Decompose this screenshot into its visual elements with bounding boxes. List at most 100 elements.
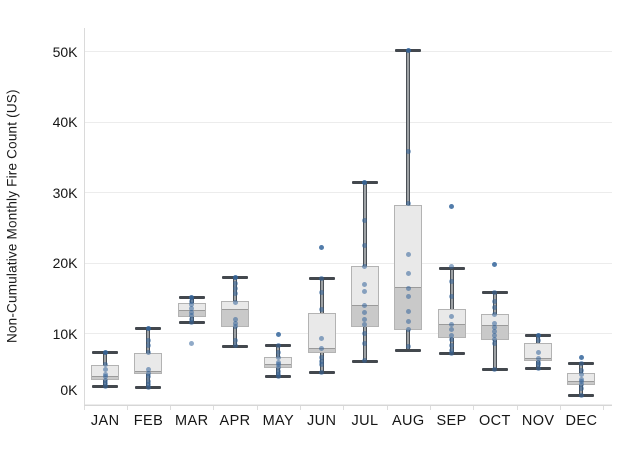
data-point-SEP[interactable] — [449, 348, 455, 354]
data-point-JUN[interactable] — [319, 358, 325, 364]
data-point-JUN[interactable] — [319, 275, 325, 281]
data-point-MAR[interactable] — [189, 313, 195, 319]
data-point-OCT[interactable] — [492, 366, 498, 372]
data-point-FEB[interactable] — [145, 370, 151, 376]
data-point-DEC[interactable] — [578, 386, 584, 392]
data-point-APR[interactable] — [232, 299, 238, 305]
data-point-NOV[interactable] — [535, 365, 541, 371]
data-point-MAY[interactable] — [275, 365, 281, 371]
data-point-JUL[interactable] — [362, 263, 368, 269]
data-point-AUG[interactable] — [405, 285, 411, 291]
data-point-AUG[interactable] — [405, 251, 411, 257]
data-point-MAR[interactable] — [189, 341, 195, 347]
data-point-MAY[interactable] — [275, 368, 281, 374]
data-point-MAR[interactable] — [189, 302, 195, 308]
data-point-JUN[interactable] — [319, 362, 325, 368]
data-point-AUG[interactable] — [405, 270, 411, 276]
data-point-JAN[interactable] — [102, 362, 108, 368]
data-point-OCT[interactable] — [492, 337, 498, 343]
data-point-MAY[interactable] — [275, 355, 281, 361]
data-point-JUL[interactable] — [362, 340, 368, 346]
data-point-JUL[interactable] — [362, 330, 368, 336]
data-point-OCT[interactable] — [492, 329, 498, 335]
box-JUN[interactable] — [307, 313, 336, 353]
data-point-AUG[interactable] — [405, 344, 411, 350]
data-point-FEB[interactable] — [145, 337, 151, 343]
data-point-SEP[interactable] — [449, 264, 455, 270]
data-point-JUL[interactable] — [362, 179, 368, 185]
data-point-MAR[interactable] — [189, 316, 195, 322]
data-point-JUN[interactable] — [319, 289, 325, 295]
data-point-NOV[interactable] — [535, 356, 541, 362]
data-point-OCT[interactable] — [492, 305, 498, 311]
data-point-SEP[interactable] — [449, 322, 455, 328]
data-point-MAY[interactable] — [275, 371, 281, 377]
data-point-JUL[interactable] — [362, 317, 368, 323]
data-point-MAY[interactable] — [275, 362, 281, 368]
data-point-OCT[interactable] — [492, 262, 498, 268]
data-point-SEP[interactable] — [449, 337, 455, 343]
data-point-SEP[interactable] — [449, 203, 455, 209]
data-point-JUL[interactable] — [362, 322, 368, 328]
data-point-JUN[interactable] — [319, 369, 325, 375]
data-point-APR[interactable] — [232, 343, 238, 349]
data-point-JAN[interactable] — [102, 380, 108, 386]
data-point-MAY[interactable] — [275, 342, 281, 348]
data-point-JAN[interactable] — [102, 377, 108, 383]
data-point-AUG[interactable] — [405, 148, 411, 154]
data-point-FEB[interactable] — [145, 342, 151, 348]
data-point-JAN[interactable] — [102, 350, 108, 356]
data-point-FEB[interactable] — [145, 366, 151, 372]
data-point-JUL[interactable] — [362, 281, 368, 287]
data-point-MAR[interactable] — [189, 294, 195, 300]
data-point-SEP[interactable] — [449, 332, 455, 338]
data-point-JUL[interactable] — [362, 357, 368, 363]
data-point-AUG[interactable] — [405, 318, 411, 324]
data-point-MAY[interactable] — [275, 349, 281, 355]
data-point-MAR[interactable] — [189, 309, 195, 315]
data-point-DEC[interactable] — [578, 392, 584, 398]
data-point-JUN[interactable] — [319, 355, 325, 361]
data-point-FEB[interactable] — [145, 350, 151, 356]
data-point-OCT[interactable] — [492, 320, 498, 326]
data-point-DEC[interactable] — [578, 355, 584, 361]
data-point-JUL[interactable] — [362, 310, 368, 316]
data-point-MAR[interactable] — [189, 305, 195, 311]
data-point-MAY[interactable] — [275, 332, 281, 338]
data-point-NOV[interactable] — [535, 338, 541, 344]
data-point-OCT[interactable] — [492, 340, 498, 346]
data-point-OCT[interactable] — [492, 298, 498, 304]
data-point-SEP[interactable] — [449, 279, 455, 285]
data-point-APR[interactable] — [232, 320, 238, 326]
data-point-DEC[interactable] — [578, 382, 584, 388]
data-point-JUL[interactable] — [362, 303, 368, 309]
data-point-APR[interactable] — [232, 316, 238, 322]
data-point-SEP[interactable] — [449, 313, 455, 319]
data-point-FEB[interactable] — [145, 382, 151, 388]
data-point-DEC[interactable] — [578, 368, 584, 374]
data-point-FEB[interactable] — [145, 325, 151, 331]
data-point-MAY[interactable] — [275, 374, 281, 380]
data-point-APR[interactable] — [232, 274, 238, 280]
data-point-APR[interactable] — [232, 286, 238, 292]
data-point-AUG[interactable] — [405, 47, 411, 53]
data-point-SEP[interactable] — [449, 293, 455, 299]
data-point-AUG[interactable] — [405, 327, 411, 333]
data-point-NOV[interactable] — [535, 362, 541, 368]
data-point-OCT[interactable] — [492, 332, 498, 338]
data-point-NOV[interactable] — [535, 350, 541, 356]
data-point-JUN[interactable] — [319, 307, 325, 313]
data-point-OCT[interactable] — [492, 311, 498, 317]
data-point-DEC[interactable] — [578, 379, 584, 385]
data-point-MAY[interactable] — [275, 359, 281, 365]
data-point-SEP[interactable] — [449, 327, 455, 333]
data-point-FEB[interactable] — [145, 385, 151, 391]
data-point-NOV[interactable] — [535, 332, 541, 338]
data-point-JUL[interactable] — [362, 217, 368, 223]
data-point-APR[interactable] — [232, 280, 238, 286]
data-point-AUG[interactable] — [405, 200, 411, 206]
data-point-APR[interactable] — [232, 291, 238, 297]
data-point-JUL[interactable] — [362, 243, 368, 249]
data-point-JAN[interactable] — [102, 371, 108, 377]
data-point-OCT[interactable] — [492, 325, 498, 331]
